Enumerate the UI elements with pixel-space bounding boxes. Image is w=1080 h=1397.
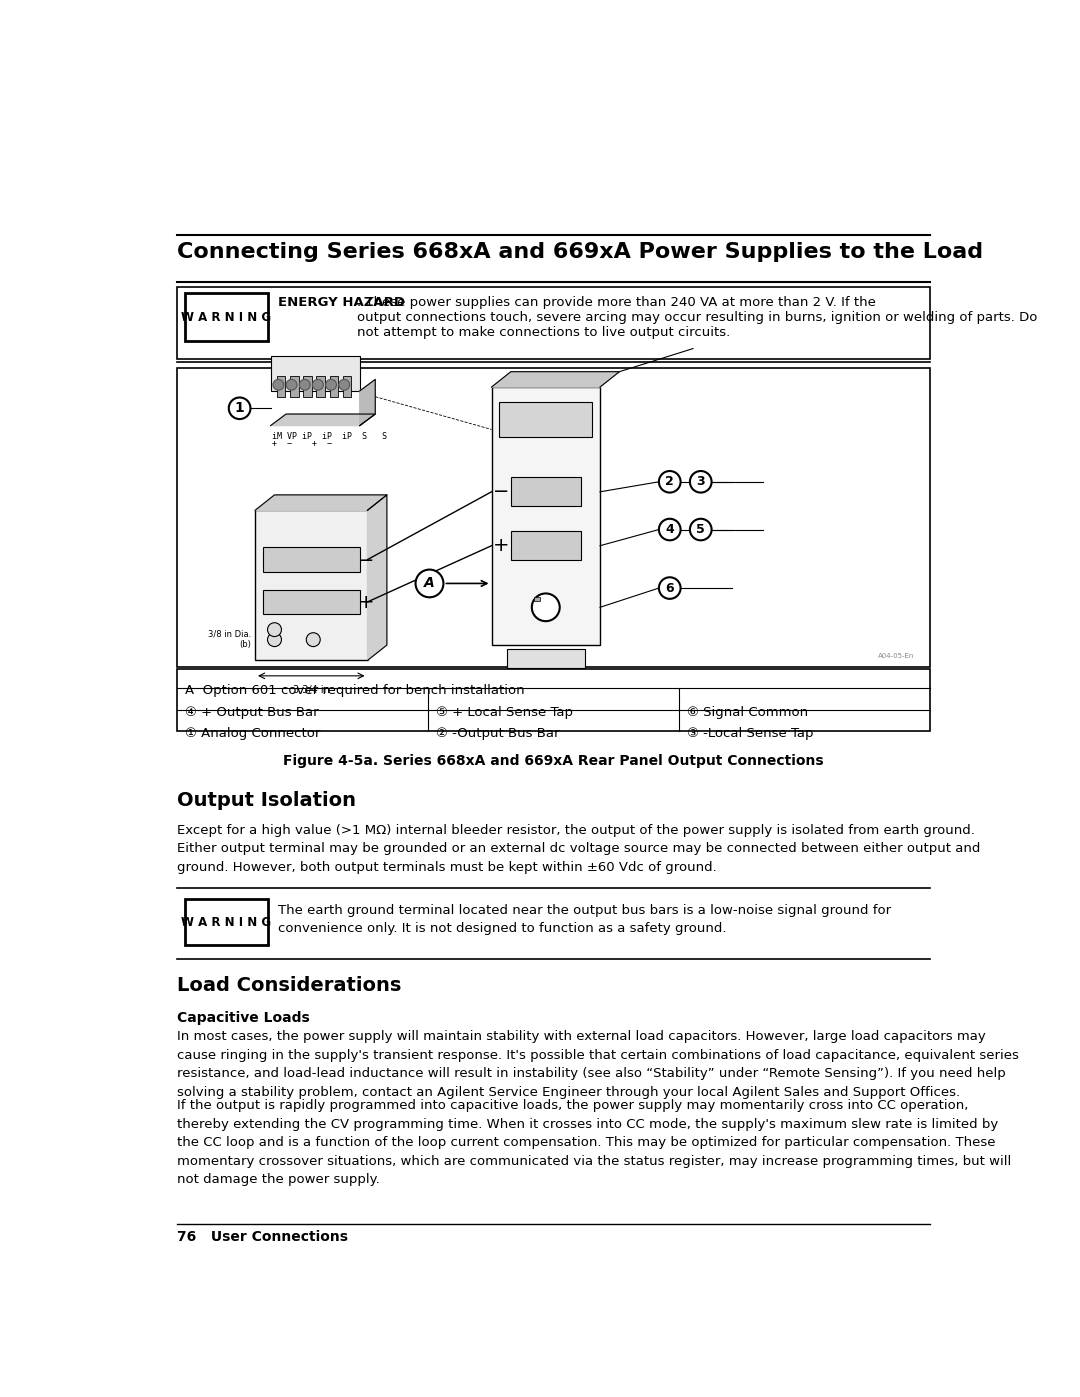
Polygon shape [360, 380, 375, 426]
Circle shape [531, 594, 559, 622]
Text: +  −    +  −: + − + − [272, 440, 333, 448]
Text: 76   User Connections: 76 User Connections [177, 1231, 348, 1245]
Text: W A R N I N G: W A R N I N G [181, 310, 271, 324]
Bar [177, 669, 930, 731]
Circle shape [659, 471, 680, 493]
Circle shape [307, 633, 321, 647]
Text: 1: 1 [234, 401, 244, 415]
Text: +: + [494, 536, 510, 555]
Polygon shape [271, 414, 375, 426]
Circle shape [273, 380, 284, 390]
Text: Load Considerations: Load Considerations [177, 977, 402, 995]
Bar [342, 376, 351, 397]
Text: . These power supplies can provide more than 240 VA at more than 2 V. If the
out: . These power supplies can provide more … [356, 296, 1037, 339]
Bar [255, 510, 367, 661]
Circle shape [299, 380, 310, 390]
Text: 3: 3 [697, 475, 705, 489]
Text: iM VP iP  iP  iP  S   S: iM VP iP iP iP S S [272, 432, 387, 440]
Circle shape [229, 398, 251, 419]
Bar [511, 478, 581, 507]
Bar [177, 367, 930, 666]
Bar [535, 597, 540, 601]
Circle shape [326, 380, 337, 390]
Text: ⑤ + Local Sense Tap: ⑤ + Local Sense Tap [435, 705, 572, 719]
Polygon shape [255, 495, 387, 510]
Text: [text block]: [text block] [545, 414, 580, 419]
Bar [329, 376, 338, 397]
Text: -- -- -- -- --: -- -- -- -- -- [503, 414, 555, 419]
Text: ⑥ Signal Common: ⑥ Signal Common [687, 705, 808, 719]
Text: ③ -Local Sense Tap: ③ -Local Sense Tap [687, 728, 813, 740]
Text: Except for a high value (>1 MΩ) internal bleeder resistor, the output of the pow: Except for a high value (>1 MΩ) internal… [177, 824, 981, 873]
Text: −: − [357, 550, 374, 570]
Circle shape [339, 380, 350, 390]
Bar [262, 590, 360, 615]
Circle shape [312, 380, 323, 390]
Text: Connecting Series 668xA and 669xA Power Supplies to the Load: Connecting Series 668xA and 669xA Power … [177, 242, 983, 261]
Text: A: A [424, 577, 435, 591]
Bar [185, 293, 268, 341]
Text: The earth ground terminal located near the output bus bars is a low-noise signal: The earth ground terminal located near t… [278, 904, 891, 935]
Circle shape [659, 577, 680, 599]
Text: W A R N I N G: W A R N I N G [181, 916, 271, 929]
Text: If the output is rapidly programmed into capacitive loads, the power supply may : If the output is rapidly programmed into… [177, 1099, 1011, 1186]
Circle shape [286, 380, 297, 390]
Text: −: − [494, 482, 510, 502]
Text: 4: 4 [665, 522, 674, 536]
Circle shape [268, 633, 282, 647]
Bar [511, 531, 581, 560]
Circle shape [416, 570, 444, 598]
Bar [303, 376, 312, 397]
Bar [185, 900, 268, 946]
Bar [499, 402, 592, 437]
Polygon shape [491, 372, 619, 387]
Text: ④ + Output Bus Bar: ④ + Output Bus Bar [185, 705, 319, 719]
Bar [262, 548, 360, 571]
Text: ② -Output Bus Bar: ② -Output Bus Bar [435, 728, 559, 740]
Circle shape [690, 471, 712, 493]
Text: ENERGY HAZARD: ENERGY HAZARD [278, 296, 405, 309]
Text: Capacitive Loads: Capacitive Loads [177, 1011, 310, 1025]
Text: +: + [357, 594, 374, 612]
Bar [177, 893, 930, 953]
Text: 3/8 in Dia.
(b): 3/8 in Dia. (b) [208, 630, 252, 650]
Text: Figure 4-5a. Series 668xA and 669xA Rear Panel Output Connections: Figure 4-5a. Series 668xA and 669xA Rear… [283, 754, 824, 768]
Bar [276, 376, 285, 397]
Bar [507, 648, 584, 668]
Circle shape [268, 623, 282, 637]
Bar [491, 387, 600, 645]
Bar [271, 356, 360, 391]
Circle shape [690, 518, 712, 541]
Text: 3 3/4 in: 3 3/4 in [293, 685, 329, 696]
Bar [316, 376, 325, 397]
Polygon shape [367, 495, 387, 661]
Text: ① Analog Connector: ① Analog Connector [185, 728, 320, 740]
Text: 2: 2 [665, 475, 674, 489]
Text: In most cases, the power supply will maintain stability with external load capac: In most cases, the power supply will mai… [177, 1030, 1018, 1098]
Text: 5: 5 [697, 522, 705, 536]
Text: A04-05-En: A04-05-En [878, 652, 915, 659]
Bar [291, 376, 298, 397]
Bar [177, 286, 930, 359]
Text: A  Option 601 cover required for bench installation: A Option 601 cover required for bench in… [185, 685, 524, 697]
Text: 6: 6 [665, 581, 674, 595]
Circle shape [659, 518, 680, 541]
Text: Output Isolation: Output Isolation [177, 791, 355, 810]
